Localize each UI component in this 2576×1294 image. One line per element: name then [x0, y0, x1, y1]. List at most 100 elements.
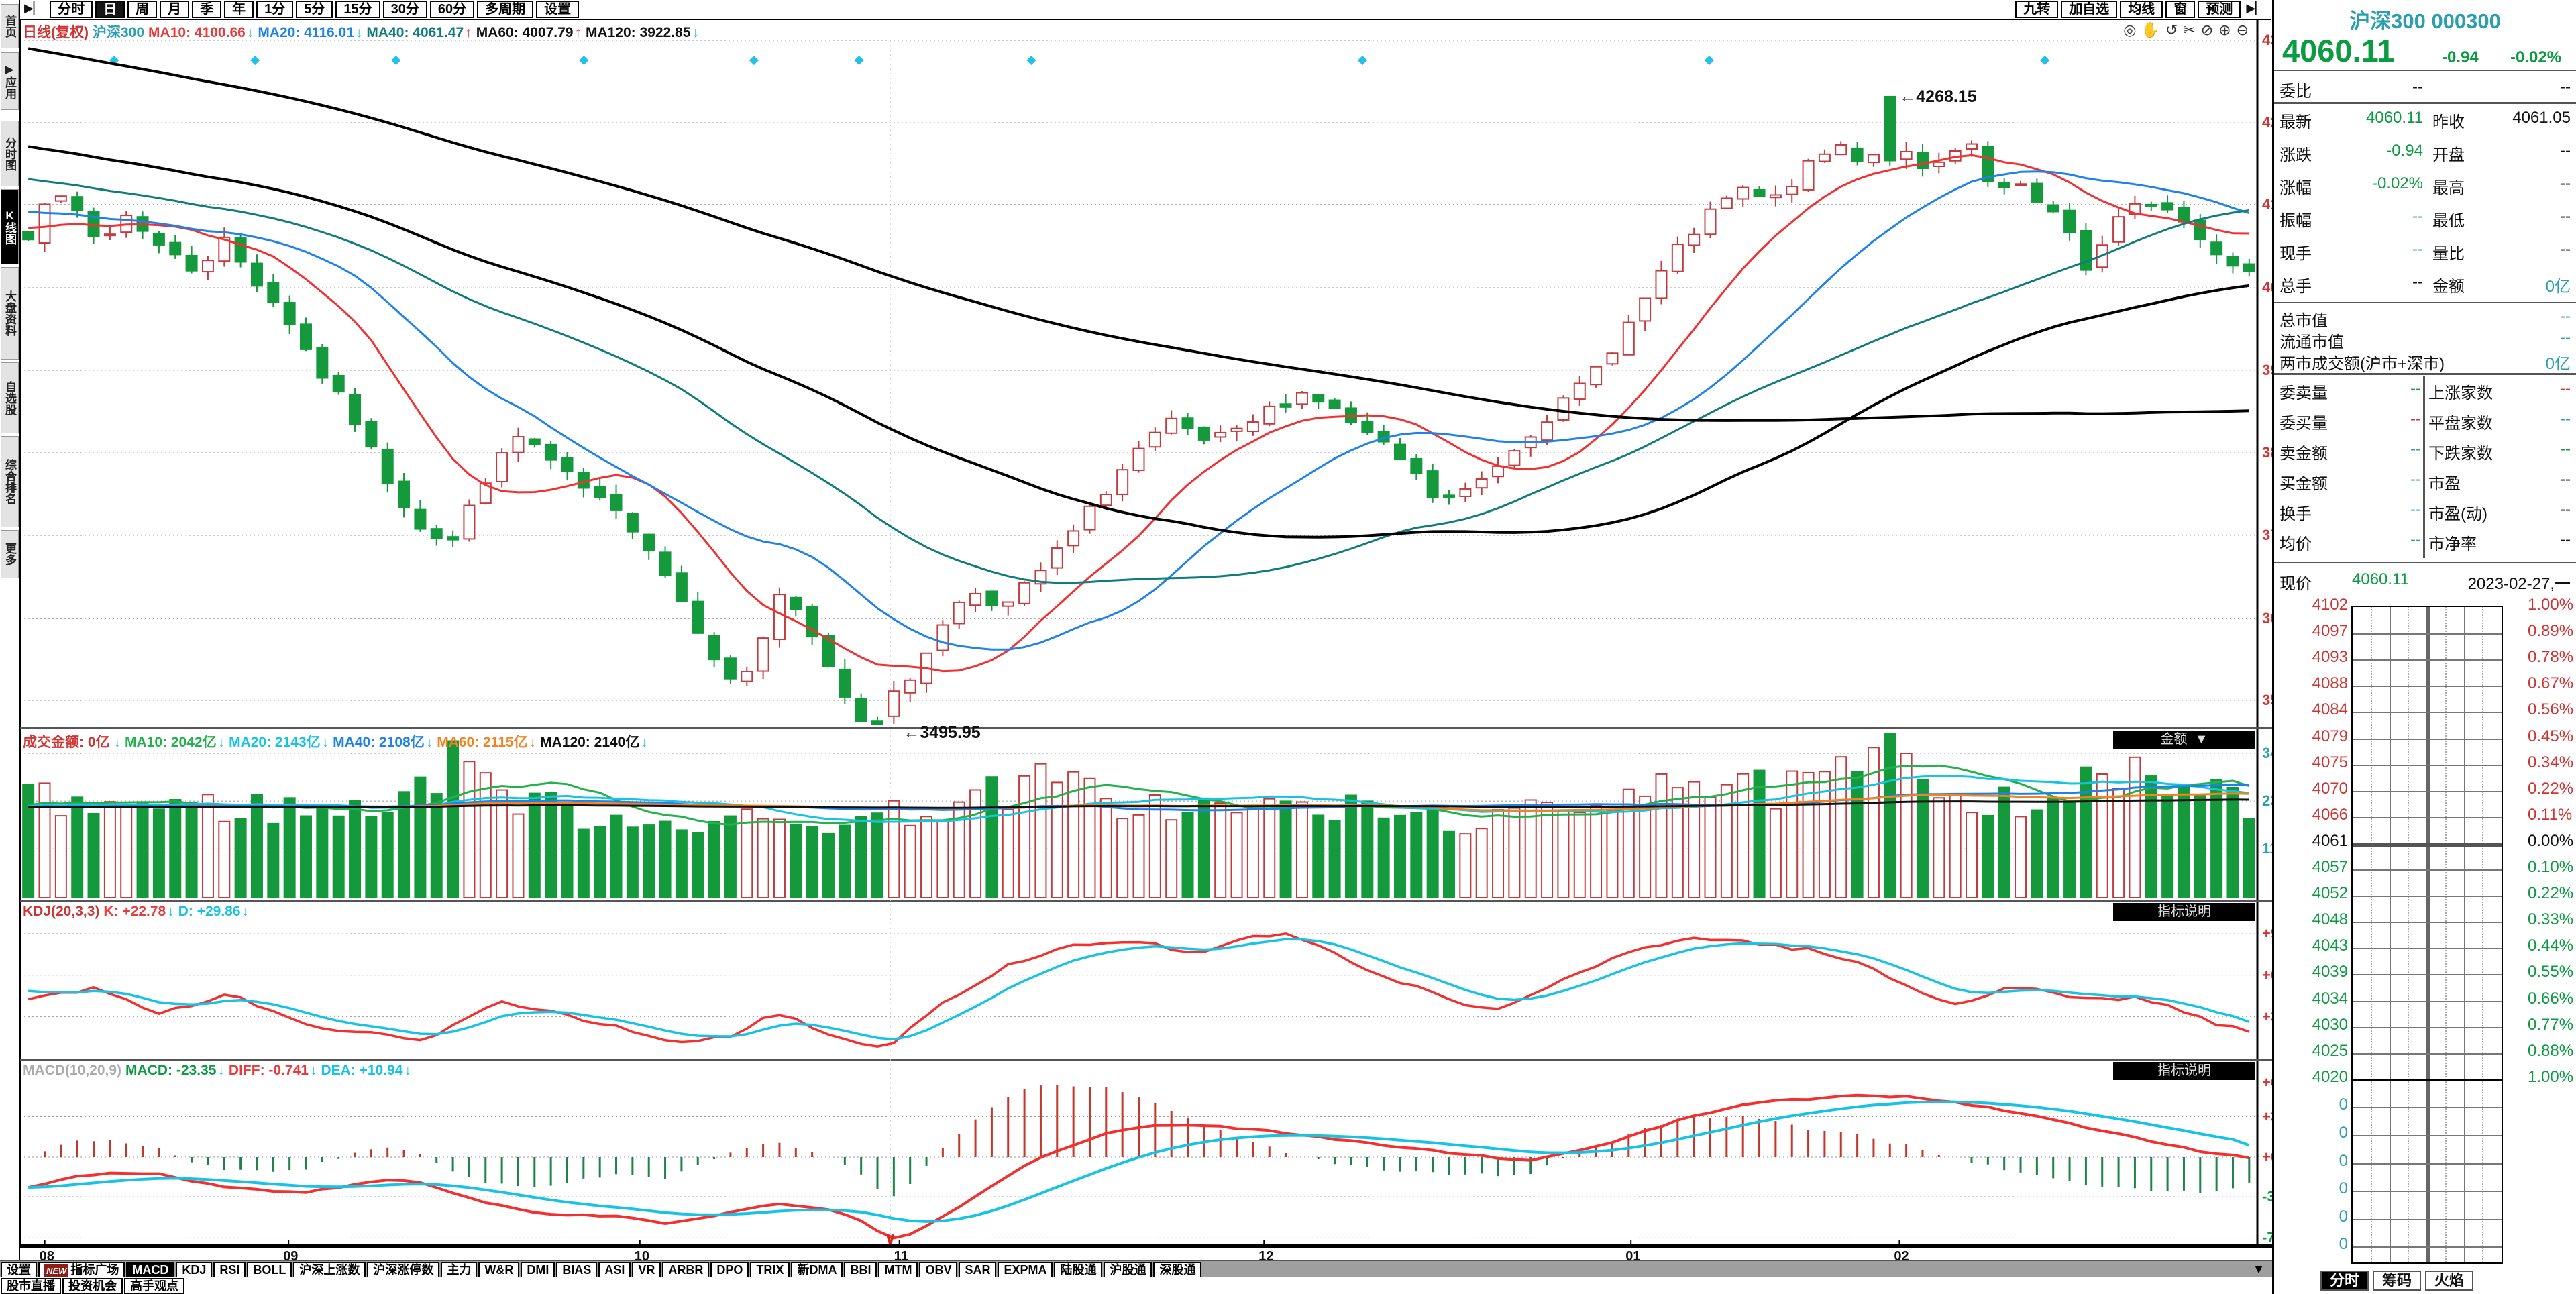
- period-tab-15分[interactable]: 15分: [335, 1, 380, 18]
- sidebar-item-自选股[interactable]: 自选股: [1, 362, 19, 433]
- sidebar-item-K线图[interactable]: K线图: [1, 189, 19, 264]
- indicator-tab-DPO[interactable]: DPO: [710, 1262, 749, 1278]
- period-tab-年[interactable]: 年: [224, 1, 254, 18]
- mini-price-label: 4097: [2312, 622, 2348, 641]
- zoom-in-icon[interactable]: ⊕: [2218, 21, 2237, 38]
- indicator-tab-RSI[interactable]: RSI: [213, 1262, 246, 1278]
- indicator-tab-DMI[interactable]: DMI: [521, 1262, 555, 1278]
- indicator-tab-ASI[interactable]: ASI: [598, 1262, 631, 1278]
- trend-arrow-icon: ↑: [465, 25, 472, 40]
- target-icon[interactable]: ◎: [2123, 21, 2142, 38]
- indicator-tab-新DMA[interactable]: 新DMA: [791, 1262, 843, 1278]
- indicator-tab-BBI[interactable]: BBI: [844, 1262, 877, 1278]
- toolbar-button-窗[interactable]: 窗: [2165, 1, 2196, 18]
- macd-indicator-help-button[interactable]: 指标说明: [2113, 1062, 2255, 1080]
- row-label: 两市成交额(沪市+深市): [2279, 355, 2445, 373]
- indicator-tab-深股通[interactable]: 深股通: [1153, 1262, 1202, 1278]
- indicator-tab-陆股通[interactable]: 陆股通: [1054, 1262, 1103, 1278]
- indicator-tab-主力[interactable]: 主力: [441, 1262, 478, 1278]
- legend-item: MA40: 4061.47: [366, 25, 464, 40]
- mini-grid-hline: [2353, 1107, 2502, 1109]
- symbol-title: 沪深300 000300: [2349, 9, 2501, 33]
- collapse-left-icon[interactable]: ▶▏: [24, 1, 43, 15]
- row-value: --: [2560, 240, 2571, 258]
- footer-link-高手观点[interactable]: 高手观点: [124, 1278, 184, 1294]
- indicator-tab-TRIX[interactable]: TRIX: [750, 1262, 790, 1278]
- mini-grid-hline: [2353, 948, 2502, 950]
- indicator-tab-VR[interactable]: VR: [632, 1262, 661, 1278]
- sidebar-item-分时图[interactable]: 分时图: [1, 121, 19, 186]
- row-label: 市盈(动): [2428, 505, 2487, 523]
- mini-grid-vline: [2408, 607, 2410, 1262]
- tab-scroll-icon[interactable]: ▼: [2253, 1262, 2265, 1276]
- mini-pct-label: 0.45%: [2528, 726, 2574, 745]
- mini-grid-hline: [2353, 1218, 2502, 1220]
- sidebar-item-应用[interactable]: ▶应用: [1, 52, 19, 110]
- indicator-tab-设置[interactable]: 设置: [1, 1262, 37, 1278]
- chart-tool-icons: ◎✋↺✂⊘⊕⊖: [2113, 21, 2254, 39]
- toolbar-button-加自选[interactable]: 加自选: [2061, 1, 2118, 18]
- period-tab-多周期[interactable]: 多周期: [477, 1, 534, 18]
- toolbar-button-均线[interactable]: 均线: [2120, 1, 2163, 18]
- period-tab-月[interactable]: 月: [160, 1, 190, 18]
- period-tab-周[interactable]: 周: [127, 1, 158, 18]
- cut-icon[interactable]: ✂: [2183, 21, 2201, 38]
- indicator-tab-沪股通[interactable]: 沪股通: [1104, 1262, 1152, 1278]
- price-change-pct: -0.02%: [2510, 48, 2562, 66]
- volume-mode-dropdown[interactable]: 金额 ▼: [2113, 731, 2255, 749]
- current-price-row: 现价 4060.11 2023-02-27,一: [2278, 570, 2572, 593]
- period-tab-60分[interactable]: 60分: [429, 1, 475, 18]
- row-value: --: [2410, 440, 2421, 458]
- market-stat-row: 上涨家数 --: [2427, 380, 2572, 402]
- kdj-indicator-help-button[interactable]: 指标说明: [2113, 903, 2255, 921]
- zoom-out-icon[interactable]: ⊖: [2236, 21, 2254, 38]
- quote-tab-筹码[interactable]: 筹码: [2373, 1271, 2422, 1291]
- indicator-tab-沪深上涨数[interactable]: 沪深上涨数: [293, 1262, 366, 1278]
- toolbar-button-九转[interactable]: 九转: [2015, 1, 2059, 18]
- toolbar-button-预测[interactable]: 预测: [2198, 1, 2241, 18]
- indicator-tab-SAR[interactable]: SAR: [959, 1262, 997, 1278]
- indicator-tab-W&R[interactable]: W&R: [478, 1262, 520, 1278]
- row-value: --: [2560, 329, 2571, 347]
- period-tab-1分[interactable]: 1分: [256, 1, 294, 18]
- lock-icon[interactable]: ⊘: [2200, 21, 2219, 38]
- sidebar-item-综合排名[interactable]: 综合排名: [1, 436, 19, 527]
- period-tab-30分[interactable]: 30分: [382, 1, 427, 18]
- indicator-tab-ARBR[interactable]: ARBR: [662, 1262, 710, 1278]
- undo-icon[interactable]: ↺: [2165, 21, 2184, 38]
- indicator-tab-BOLL[interactable]: BOLL: [247, 1262, 292, 1278]
- row-label: 现价: [2279, 575, 2312, 593]
- indicator-tab-沪深涨停数[interactable]: 沪深涨停数: [367, 1262, 440, 1278]
- mini-grid-hline: [2353, 764, 2502, 766]
- quote-tab-火焰[interactable]: 火焰: [2425, 1271, 2474, 1291]
- row-value: --: [2560, 207, 2571, 225]
- period-tab-分时[interactable]: 分时: [50, 1, 93, 18]
- collapse-right-icon[interactable]: ▶▏: [2246, 1, 2265, 15]
- quote-tab-分时[interactable]: 分时: [2320, 1271, 2369, 1291]
- indicator-tab-OBV[interactable]: OBV: [919, 1262, 958, 1278]
- period-tab-日[interactable]: 日: [95, 1, 125, 18]
- row-value: --: [2560, 174, 2571, 193]
- indicator-tab-MACD[interactable]: MACD: [126, 1262, 175, 1278]
- mini-vol-label: 0: [2339, 1179, 2348, 1198]
- sidebar-item-首页[interactable]: 首页: [1, 4, 19, 48]
- indicator-tab-KDJ[interactable]: KDJ: [176, 1262, 213, 1278]
- period-tab-设置[interactable]: 设置: [536, 1, 580, 18]
- footer-link-投资机会[interactable]: 投资机会: [62, 1278, 123, 1294]
- indicator-tab-指标广场[interactable]: NEW 指标广场: [38, 1262, 125, 1278]
- hand-icon[interactable]: ✋: [2141, 21, 2165, 38]
- indicator-tab-BIAS[interactable]: BIAS: [556, 1262, 598, 1278]
- row-label: 委买量: [2279, 415, 2328, 433]
- period-tab-5分[interactable]: 5分: [296, 1, 333, 18]
- footer-link-股市直播[interactable]: 股市直播: [1, 1278, 61, 1294]
- period-tab-季[interactable]: 季: [192, 1, 222, 18]
- sidebar-item-大盘资料[interactable]: 大盘资料: [1, 267, 19, 360]
- indicator-tab-MTM[interactable]: MTM: [878, 1262, 918, 1278]
- indicator-tab-EXPMA[interactable]: EXPMA: [998, 1262, 1053, 1278]
- mini-grid-hline: [2353, 869, 2502, 871]
- trend-arrow-icon: ↓: [404, 1063, 411, 1078]
- sidebar-item-更多[interactable]: 更多: [1, 530, 19, 578]
- market-stat-row: 卖金额 --: [2278, 440, 2422, 463]
- mini-grid-hline: [2353, 1135, 2502, 1136]
